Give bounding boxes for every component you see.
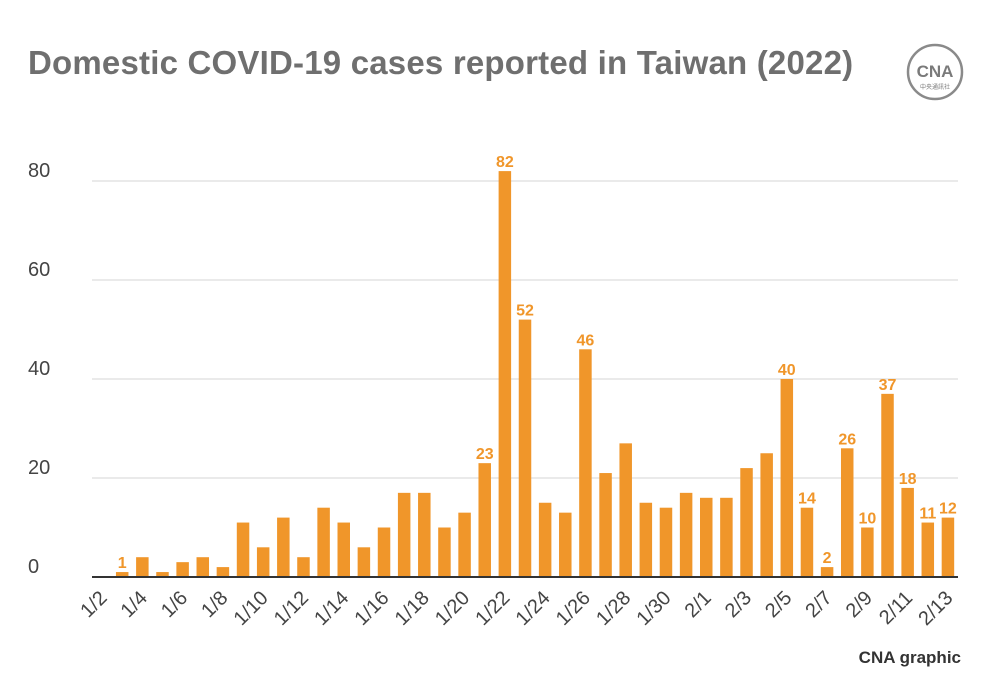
y-tick-label: 40 <box>28 358 50 380</box>
data-label-1/3: 1 <box>118 555 127 572</box>
x-axis-ticks: 1/2 1/4 1/6 1/81/101/121/141/161/181/201/22… <box>76 587 957 630</box>
y-tick-label: 20 <box>28 457 50 479</box>
bar-2/5 <box>780 379 794 577</box>
bar-1/15 <box>357 547 371 577</box>
bar-1/12 <box>297 557 310 577</box>
x-tick-label: 1/12 <box>270 587 313 630</box>
bar-1/7 <box>196 557 210 577</box>
x-tick-label: 1/14 <box>310 587 353 630</box>
bar-1/16 <box>377 527 391 577</box>
cna-logo: CNA 中央通訊社 <box>906 43 964 101</box>
data-label-1/23: 52 <box>516 303 534 320</box>
x-tick-label: 1/6 <box>157 587 192 622</box>
x-tick-label: 1/22 <box>471 587 514 630</box>
bar-1/23 <box>518 319 532 577</box>
data-label-1/22: 82 <box>496 154 514 171</box>
bar-series <box>115 171 955 577</box>
bar-1/18 <box>418 492 431 577</box>
bar-1/14 <box>337 522 350 577</box>
bar-1/30 <box>659 507 673 577</box>
x-tick-label: 2/3 <box>721 587 756 622</box>
x-tick-label: 1/18 <box>391 587 434 630</box>
bar-1/22 <box>498 171 512 577</box>
bar-2/4 <box>760 453 773 577</box>
bar-1/11 <box>277 517 290 577</box>
data-label-2/6: 14 <box>798 491 816 508</box>
bar-1/4 <box>136 557 149 577</box>
data-label-2/11: 18 <box>899 471 917 488</box>
y-tick-label: 80 <box>28 160 50 182</box>
bar-1/26 <box>579 349 592 577</box>
bar-1/10 <box>256 547 270 577</box>
x-tick-label: 1/10 <box>230 587 273 630</box>
bar-2/7 <box>820 567 834 577</box>
bar-2/12 <box>921 522 935 577</box>
data-label-2/13: 12 <box>939 501 957 518</box>
data-label-2/7: 2 <box>823 550 832 567</box>
bar-1/17 <box>397 492 411 577</box>
bar-1/21 <box>478 463 491 577</box>
y-tick-label: 0 <box>28 556 39 578</box>
x-tick-label: 1/2 <box>76 587 111 622</box>
bar-1/6 <box>176 562 189 577</box>
bar-1/31 <box>679 492 693 577</box>
bar-1/29 <box>639 502 653 577</box>
x-tick-label: 2/1 <box>681 587 716 622</box>
bar-2/9 <box>861 527 874 577</box>
data-label-2/12: 11 <box>919 506 936 523</box>
x-tick-label: 1/8 <box>197 587 232 622</box>
bar-1/20 <box>458 512 471 577</box>
x-tick-label: 2/5 <box>761 587 796 622</box>
data-label-2/9: 10 <box>858 511 876 528</box>
x-tick-label: 1/4 <box>117 587 152 622</box>
data-label-1/21: 23 <box>476 446 494 463</box>
bar-1/27 <box>599 473 612 577</box>
x-tick-label: 1/20 <box>431 587 474 630</box>
bar-2/8 <box>840 448 854 577</box>
data-label-1/26: 46 <box>577 332 595 349</box>
x-tick-label: 1/28 <box>592 587 635 630</box>
x-tick-label: 1/30 <box>632 587 675 630</box>
chart-title: Domestic COVID-19 cases reported in Taiw… <box>28 44 854 81</box>
y-tick-label: 60 <box>28 259 50 281</box>
bar-1/13 <box>317 507 330 577</box>
x-tick-label: 2/13 <box>914 587 957 630</box>
bar-2/6 <box>800 507 814 577</box>
y-axis-ticks: 0 20 40 60 80 <box>28 160 50 578</box>
bar-2/3 <box>740 468 753 577</box>
bar-1/25 <box>559 512 572 577</box>
x-tick-label: 2/7 <box>801 587 836 622</box>
x-tick-label: 2/9 <box>842 587 877 622</box>
bar-1/9 <box>236 522 250 577</box>
x-tick-label: 1/24 <box>512 587 555 630</box>
logo-text: CNA <box>917 62 954 81</box>
x-tick-label: 2/11 <box>875 587 917 629</box>
bar-2/2 <box>720 497 733 577</box>
bar-2/10 <box>881 393 894 577</box>
data-label-2/5: 40 <box>778 362 796 379</box>
data-label-2/8: 26 <box>838 431 856 448</box>
data-label-2/10: 37 <box>879 377 897 394</box>
bar-1/8 <box>216 567 230 577</box>
bar-1/24 <box>538 502 552 577</box>
x-tick-label: 1/16 <box>350 587 393 630</box>
x-tick-label: 1/26 <box>552 587 595 630</box>
logo-subtext: 中央通訊社 <box>920 83 950 91</box>
bar-2/1 <box>700 497 713 577</box>
bar-1/5 <box>156 572 169 577</box>
bar-2/11 <box>901 487 914 577</box>
bar-1/28 <box>619 443 632 577</box>
data-labels: 1 23 82 52 46 40 14 2 26 10 37 18 11 12 <box>118 154 957 572</box>
bar-2/13 <box>941 517 955 577</box>
bar-1/3 <box>115 572 129 577</box>
bar-1/19 <box>438 527 451 577</box>
source-credit: CNA graphic <box>858 648 961 667</box>
